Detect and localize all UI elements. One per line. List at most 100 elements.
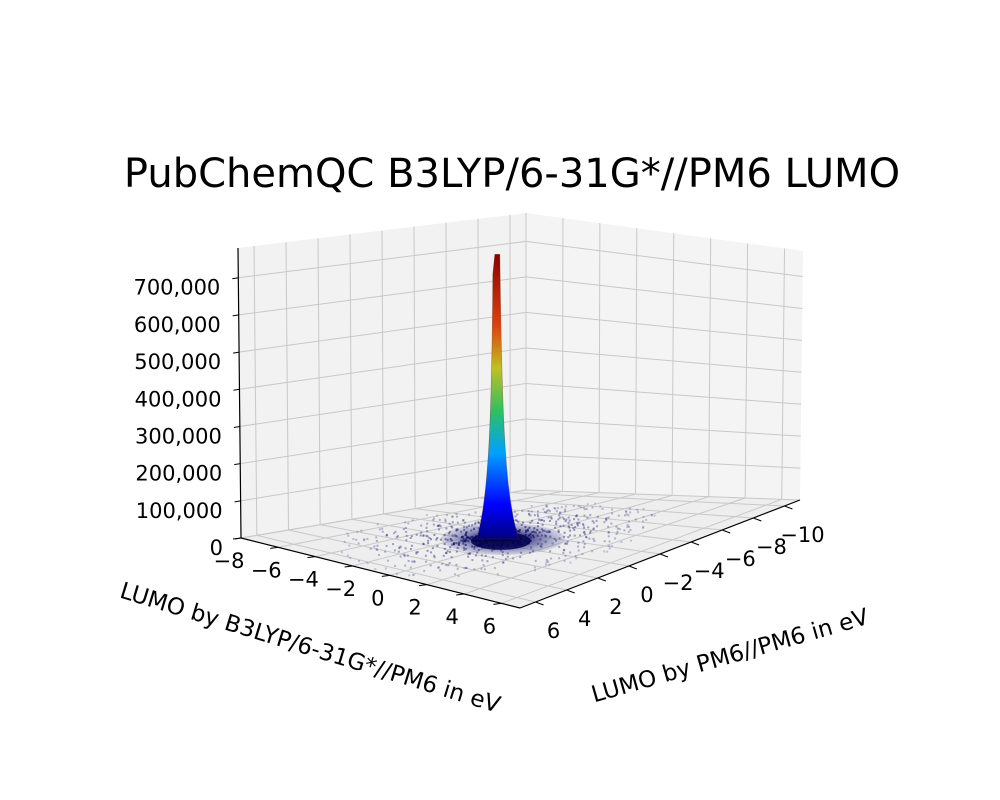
surface-cell xyxy=(435,538,438,541)
surface-cell xyxy=(594,502,597,505)
surface-cell xyxy=(530,505,533,508)
surface-peak xyxy=(476,254,520,540)
surface-cell xyxy=(436,514,439,517)
surface-cell xyxy=(480,554,483,557)
surface-cell xyxy=(567,536,570,539)
surface-cell xyxy=(474,523,477,526)
surface-cell xyxy=(628,520,631,523)
surface-cell xyxy=(463,567,466,570)
surface-cell xyxy=(384,550,387,553)
grid-line-z xyxy=(238,276,803,316)
surface-cell xyxy=(547,508,550,511)
surface-cell xyxy=(592,521,595,524)
grid-line-y-wall xyxy=(477,218,479,499)
surface-cell xyxy=(636,511,639,514)
surface-cell xyxy=(573,528,576,531)
x-tick-label: 0 xyxy=(371,586,384,610)
surface-cell xyxy=(395,536,398,539)
surface-cell xyxy=(474,554,477,557)
surface-cell xyxy=(577,518,580,521)
surface-cell xyxy=(433,556,436,559)
surface-cell xyxy=(592,537,595,540)
surface-cell xyxy=(642,515,645,518)
surface-cell xyxy=(623,514,626,517)
surface-cell xyxy=(563,559,566,562)
z-tick xyxy=(232,351,240,354)
surface-cell xyxy=(596,525,599,528)
surface-cell xyxy=(564,520,567,523)
surface-cell xyxy=(627,530,630,533)
surface-cell xyxy=(422,543,425,546)
surface-cell xyxy=(593,539,596,542)
surface-cell xyxy=(408,574,411,577)
grid-line-z xyxy=(239,311,802,353)
surface-cell xyxy=(357,542,360,545)
surface-cell xyxy=(444,520,447,523)
z-tick xyxy=(234,463,241,466)
grid-line-y-wall xyxy=(445,222,448,504)
surface-cell xyxy=(603,540,606,543)
surface-cell xyxy=(399,555,402,558)
surface-cell xyxy=(629,507,632,510)
surface-cell xyxy=(397,550,400,553)
x-tick-label: −2 xyxy=(325,577,356,601)
surface-cell xyxy=(562,551,565,554)
surface-cell xyxy=(546,509,549,512)
surface-cell xyxy=(448,562,451,565)
surface-cell xyxy=(586,503,589,506)
surface-cell xyxy=(577,549,580,552)
surface-cell xyxy=(548,510,551,513)
surface-cell xyxy=(433,554,436,557)
surface-cell xyxy=(384,567,387,570)
surface-cell xyxy=(477,520,480,523)
surface-cell xyxy=(405,530,408,533)
surface-cell xyxy=(542,508,545,511)
surface-cell xyxy=(589,531,592,534)
surface-cell xyxy=(558,545,561,548)
z-tick xyxy=(233,388,240,391)
left-pane xyxy=(238,213,526,538)
grid-line-y xyxy=(256,534,536,603)
surface-cell xyxy=(567,516,570,519)
surface-cell xyxy=(545,505,548,508)
y-tick xyxy=(535,601,544,606)
surface-cell xyxy=(605,517,608,520)
surface-cell xyxy=(595,519,598,522)
surface-cell xyxy=(410,544,413,547)
surface-cell xyxy=(582,531,585,534)
surface-cell xyxy=(521,509,524,512)
surface-cell xyxy=(591,520,594,523)
surface-cell xyxy=(451,521,454,524)
surface-cell xyxy=(376,523,379,526)
grid-line-x-wall xyxy=(781,248,786,500)
y-tick-label: 6 xyxy=(547,619,560,643)
surface-cell xyxy=(583,530,586,533)
surface-cell xyxy=(512,557,515,560)
surface-cell xyxy=(445,514,448,517)
surface-cell xyxy=(543,511,546,514)
y-tick-label: 4 xyxy=(578,607,591,631)
surface-cell xyxy=(346,532,349,535)
surface-cell xyxy=(577,505,580,508)
surface-cell xyxy=(451,526,454,529)
surface-cell xyxy=(346,554,349,557)
surface-cell xyxy=(445,527,448,530)
surface-cell xyxy=(468,513,471,516)
surface-cell xyxy=(558,512,561,515)
x-tick-label: −6 xyxy=(251,558,282,582)
surface-cell xyxy=(375,548,378,551)
surface-cell xyxy=(616,527,619,530)
surface-cell xyxy=(347,534,350,537)
surface-cell xyxy=(404,521,407,524)
surface-cell xyxy=(394,564,397,567)
surface-cell xyxy=(416,551,419,554)
surface-cell xyxy=(562,549,565,552)
surface-cell xyxy=(558,514,561,517)
surface-cell xyxy=(562,524,565,527)
surface-cell xyxy=(611,508,614,511)
surface-cell xyxy=(557,529,560,532)
surface-cell xyxy=(596,515,599,518)
surface-cell xyxy=(385,544,388,547)
surface-cell xyxy=(385,534,388,537)
